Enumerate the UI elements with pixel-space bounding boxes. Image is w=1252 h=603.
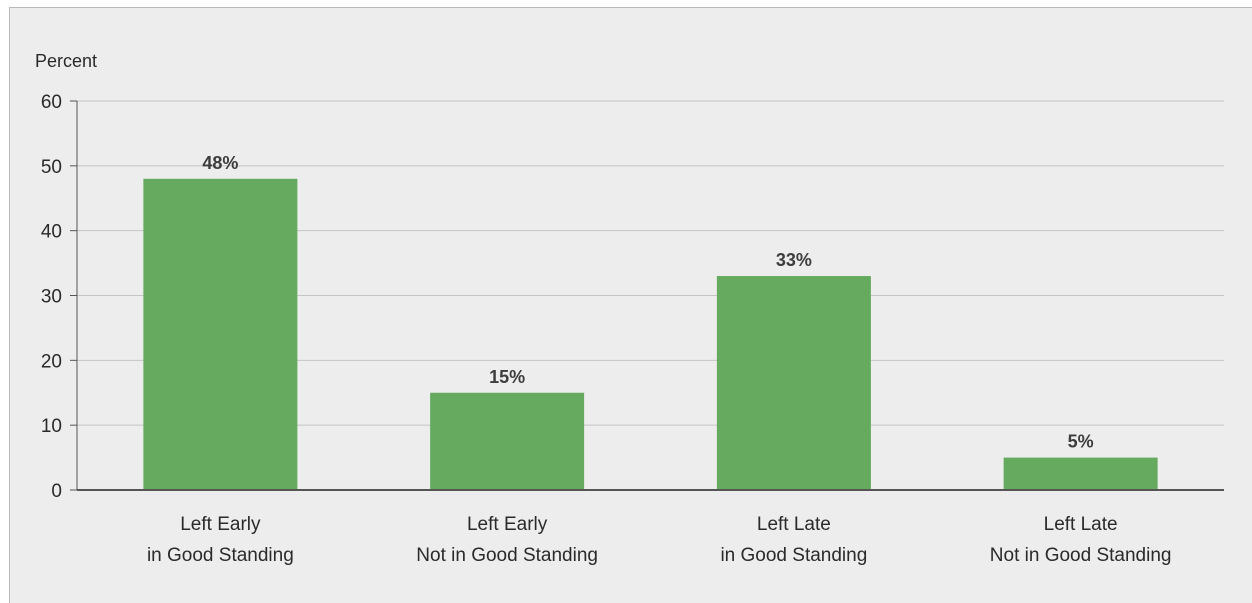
bar [143,178,298,491]
bar [716,276,871,490]
bars [143,178,1158,491]
x-category-label: Left Late [1044,514,1118,535]
data-labels: 48% 15% 33% 5% [202,153,1093,452]
x-category-label: Not in Good Standing [990,545,1172,566]
x-category-label: Left Late [757,514,831,535]
y-tick-label: 30 [41,287,62,308]
x-category-label: Not in Good Standing [416,545,598,566]
data-label: 5% [1068,432,1094,452]
data-label: 15% [489,367,525,387]
y-tick-label: 10 [41,416,62,437]
y-axis-label: Percent [35,51,97,71]
y-tick-label: 40 [41,222,62,243]
x-category-label: Left Early [180,514,261,535]
data-label: 33% [776,250,812,270]
y-tick-label: 20 [41,351,62,372]
y-tick-label: 0 [51,481,62,502]
x-category-label: in Good Standing [147,545,294,566]
x-category-label: Left Early [467,514,548,535]
axes [76,101,1224,491]
bar [430,392,585,490]
x-category-label: in Good Standing [720,545,867,566]
data-label: 48% [202,153,238,173]
y-tick-label: 60 [41,92,62,113]
y-axis-ticks: 0 10 20 30 40 50 60 [41,92,77,502]
x-axis-labels: Left Early in Good Standing Left Early Not … [147,514,1172,566]
bar [1003,457,1158,490]
y-tick-label: 50 [41,157,62,178]
